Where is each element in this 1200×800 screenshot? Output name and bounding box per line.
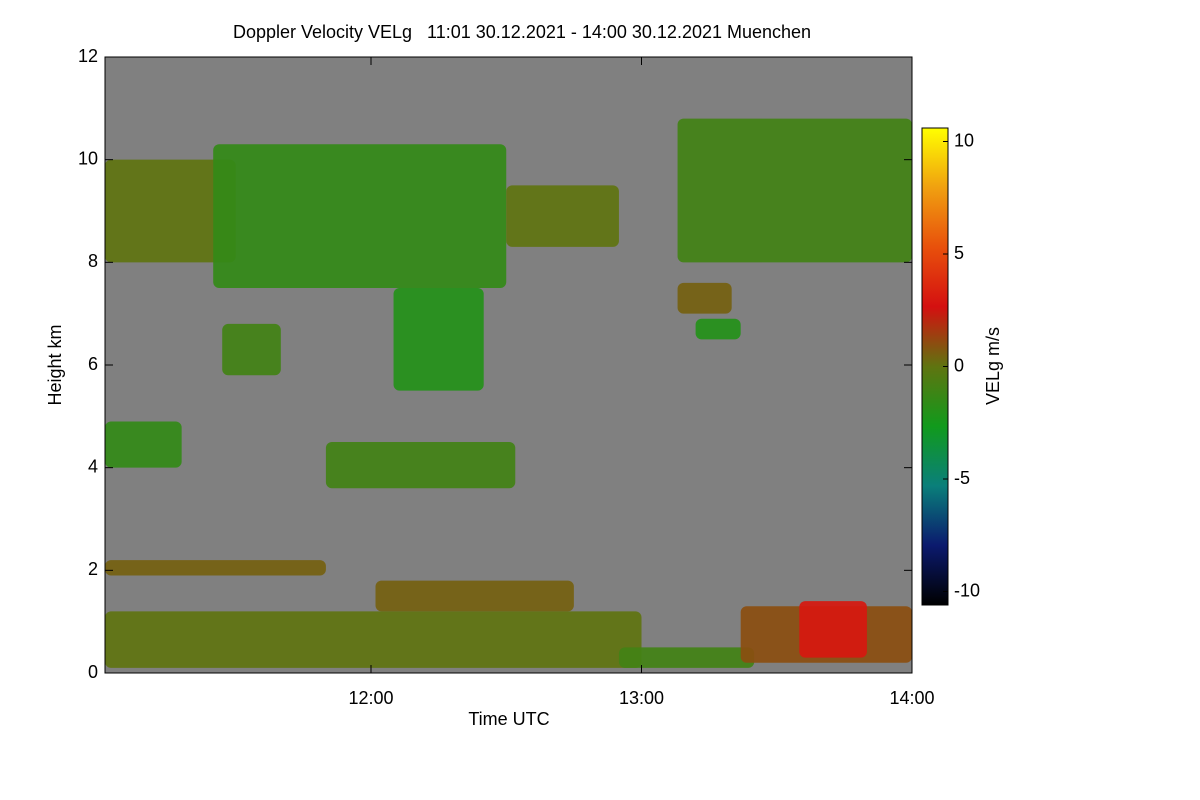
x-axis-label: Time UTC [468,709,549,729]
y-tick-label: 8 [88,251,98,271]
velocity-cell [618,647,755,668]
x-tick-label: 12:00 [348,688,393,708]
velocity-cell [677,118,912,263]
velocity-cell [105,560,326,576]
velocity-cell [105,611,642,668]
velocity-cell [393,288,484,391]
velocity-cell [213,144,507,288]
colorbar-tick-label: 10 [954,130,974,150]
y-tick-label: 10 [78,148,98,168]
y-tick-label: 2 [88,559,98,579]
colorbar-tick-label: -5 [954,468,970,488]
y-tick-label: 4 [88,456,98,476]
chart-title: Doppler Velocity VELg 11:01 30.12.2021 -… [233,22,811,42]
y-axis-label: Height km [45,324,65,405]
velocity-cell [375,580,574,612]
y-tick-label: 12 [78,46,98,66]
velocity-cell [799,601,867,658]
velocity-cell [677,282,732,314]
x-tick-label: 13:00 [619,688,664,708]
x-tick-label: 14:00 [889,688,934,708]
colorbar-tick-label: 0 [954,355,964,375]
colorbar-label: VELg m/s [983,327,1003,405]
velocity-cell [325,442,516,489]
velocity-cell [105,421,182,468]
colorbar-tick-label: -10 [954,580,980,600]
velocity-cell [695,318,741,340]
velocity-cell [222,323,281,376]
y-tick-label: 0 [88,662,98,682]
velocity-cell [105,159,236,263]
y-tick-label: 6 [88,354,98,374]
velocity-cell [506,185,619,247]
colorbar-tick-label: 5 [954,243,964,263]
